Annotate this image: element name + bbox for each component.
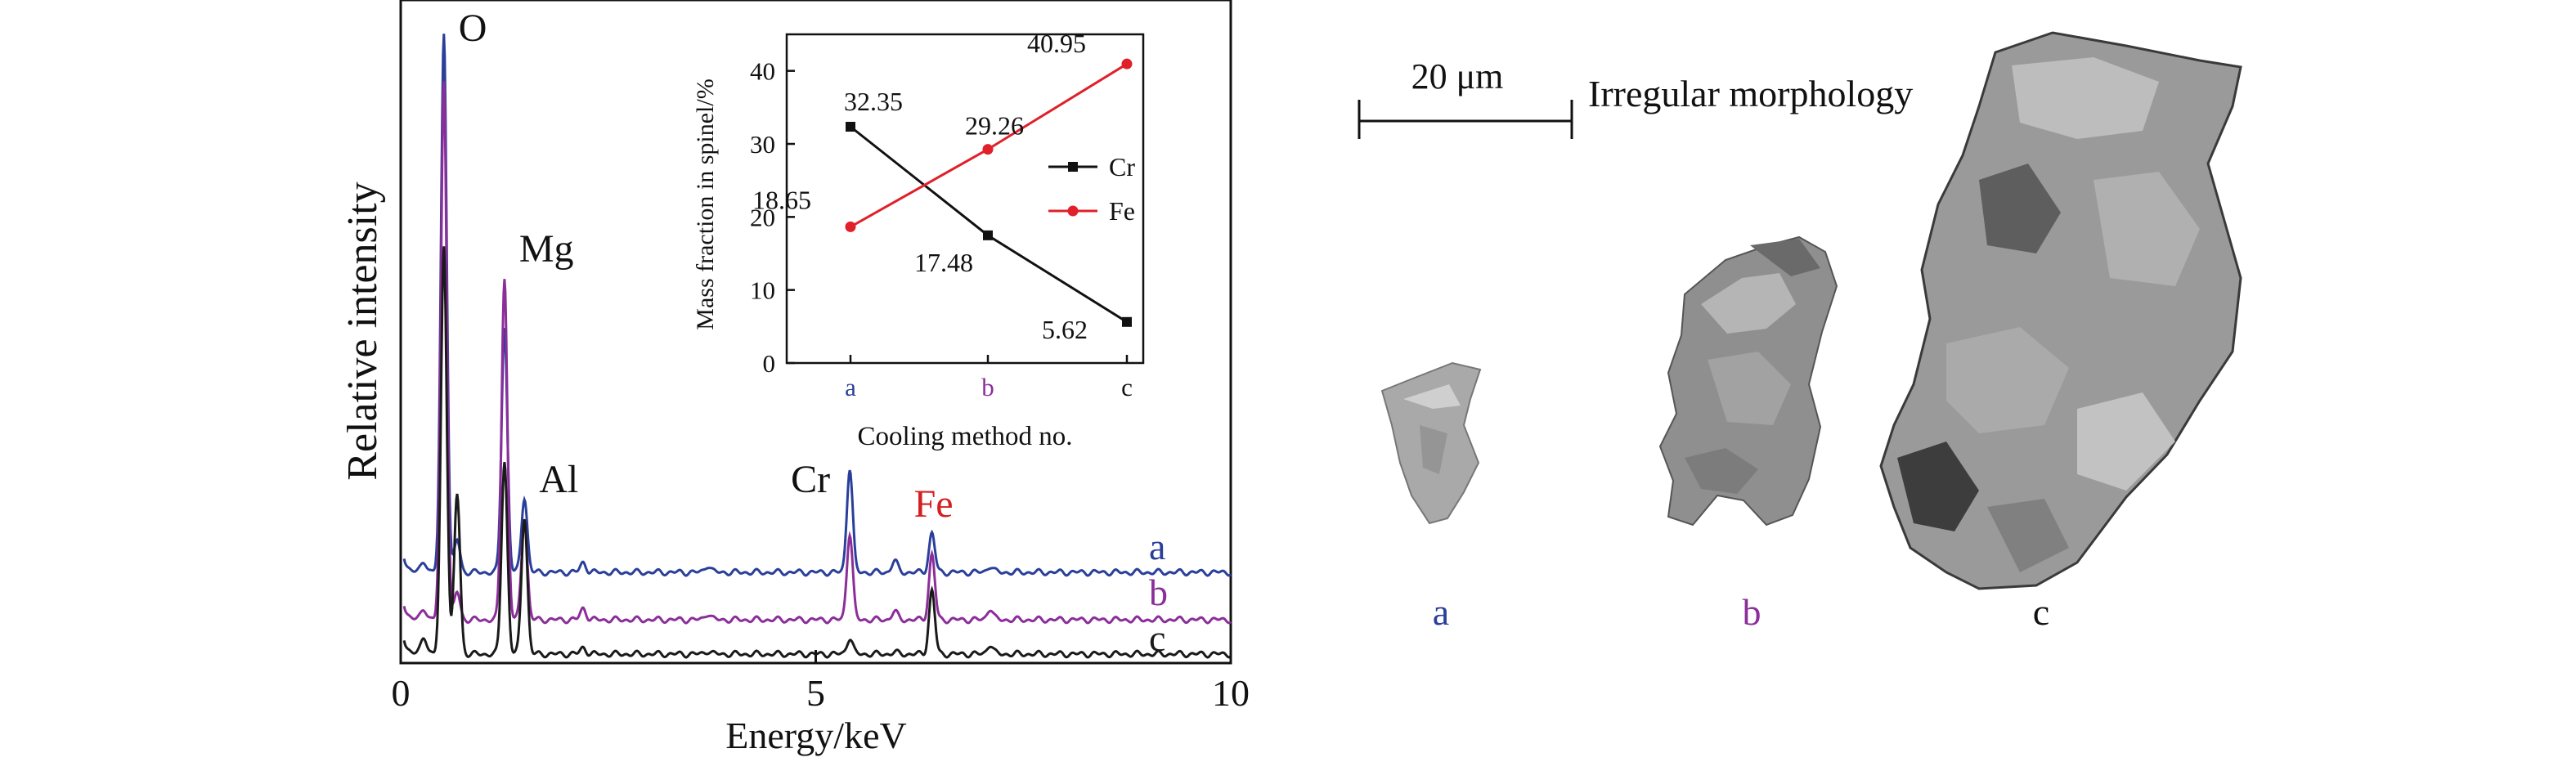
particle-b-image (1658, 235, 1838, 527)
eds-traces (402, 34, 1232, 659)
eds-peak-label-Al: Al (539, 458, 578, 501)
eds-x-ticks: 0 5 10 (392, 650, 1250, 714)
inset-legend: Cr Fe (1048, 152, 1135, 226)
inset-line-Cr (850, 125, 1128, 324)
eds-peak-label-Cr: Cr (791, 458, 830, 501)
eds-x-axis-label: Energy/keV (725, 715, 906, 756)
particle-label-c: c (2033, 591, 2049, 633)
eds-series-labels: abc (1149, 526, 1168, 659)
inset-point-Cr (846, 122, 855, 132)
inset-x-ticks: a b c (845, 355, 1133, 401)
inset-y-tick-label: 0 (763, 349, 776, 378)
inset-x-tick-label: a (845, 373, 856, 401)
eds-peak-label-Mg: Mg (519, 227, 574, 271)
eds-plot-frame (399, 0, 1232, 665)
particle-label-b: b (1743, 591, 1761, 633)
particle-a-image (1380, 361, 1482, 525)
eds-trace-a (402, 34, 1232, 577)
eds-x-tick-label: 0 (392, 672, 411, 714)
inset-y-ticks: 0 10 20 30 40 (750, 57, 795, 378)
inset-y-tick-label: 20 (750, 203, 775, 231)
particle-c-image (1879, 31, 2242, 590)
inset-point-Fe (982, 144, 994, 155)
inset-y-tick-label: 10 (750, 276, 775, 305)
inset-point-Fe (1121, 58, 1133, 69)
scale-bar-label: 20 μm (1411, 56, 1504, 96)
inset-y-tick-label: 40 (750, 57, 775, 86)
eds-series-label-a: a (1149, 526, 1165, 567)
inset-x-tick-label: c (1121, 373, 1133, 401)
inset-legend-marker-Fe (1067, 205, 1079, 217)
eds-trace-b (402, 81, 1232, 625)
particle-labels: a b c (1433, 591, 2049, 633)
eds-series-label-b: b (1149, 572, 1168, 613)
morphology-label: Irregular morphology (1588, 73, 1913, 114)
eds-x-tick-label: 5 (806, 672, 825, 714)
inset-plot-frame (785, 33, 1145, 365)
particle-label-a: a (1433, 591, 1449, 633)
inset-point-Cr (1122, 316, 1132, 327)
inset-x-tick-label: b (981, 373, 994, 401)
inset-series: 32.35 17.48 5.62 18.65 29.26 40.95 (752, 29, 1133, 344)
scale-bar (1358, 100, 1573, 139)
inset-point-Cr (983, 230, 993, 240)
inset-x-axis-label: Cooling method no. (857, 422, 1072, 451)
inset-data-label-Fe: 18.65 (752, 185, 811, 214)
inset-data-label-Cr: 5.62 (1042, 315, 1088, 344)
inset-y-axis-label: Mass fraction in spinel/% (692, 78, 719, 329)
sem-micrograph-panel: 20 μm Irregular morphology a b c (1358, 31, 2242, 633)
eds-peak-label-O: O (459, 7, 487, 50)
eds-x-tick-label: 10 (1212, 672, 1250, 714)
inset-y-tick-label: 30 (750, 130, 775, 159)
mass-fraction-inset-chart: 0 10 20 30 40 a b c 32.35 17.48 5.62 18.65 29.26 40… (692, 29, 1145, 451)
eds-peak-labels: O Mg Al Cr Fe (459, 7, 954, 526)
inset-data-label-Fe: 40.95 (1027, 29, 1086, 58)
eds-series-label-c: c (1149, 617, 1165, 659)
inset-legend-label-Fe: Fe (1109, 196, 1135, 226)
inset-legend-label-Cr: Cr (1109, 152, 1135, 182)
inset-point-Fe (845, 221, 856, 232)
eds-peak-label-Fe: Fe (914, 482, 954, 526)
inset-data-label-Cr: 17.48 (914, 248, 973, 277)
inset-legend-marker-Cr (1068, 162, 1078, 172)
inset-data-label-Cr: 32.35 (844, 87, 903, 116)
inset-data-label-Fe: 29.26 (965, 111, 1024, 141)
eds-y-axis-label: Relative intensity (339, 182, 386, 480)
eds-trace-c (402, 246, 1232, 659)
